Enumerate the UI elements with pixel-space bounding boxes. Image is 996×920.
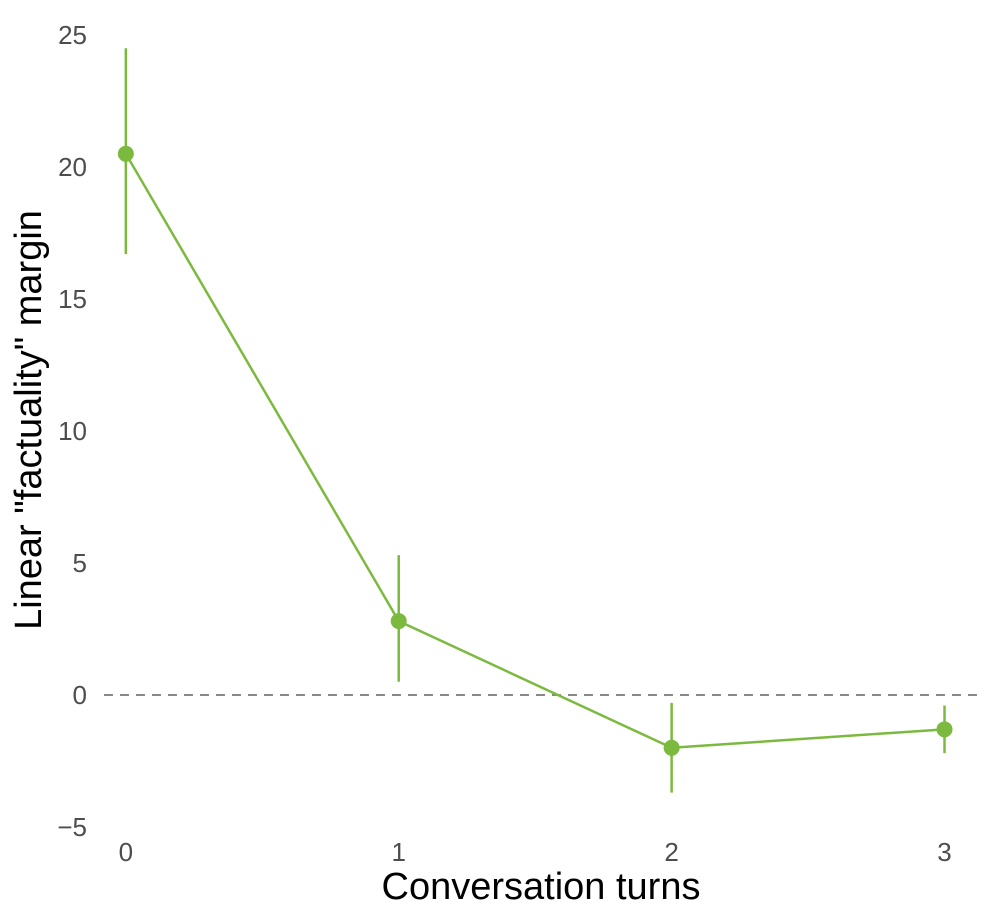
- error-bar-layer: [124, 48, 946, 793]
- y-tick-label: 5: [73, 548, 87, 578]
- data-point: [936, 721, 953, 738]
- y-tick-label: −5: [57, 812, 87, 842]
- x-tick-labels: 0 1 2 3: [119, 837, 952, 867]
- data-point-layer: [117, 145, 953, 756]
- data-point: [663, 739, 680, 756]
- y-tick-label: 25: [58, 20, 87, 50]
- data-point: [117, 145, 134, 162]
- y-tick-label: 10: [58, 416, 87, 446]
- y-tick-label: 20: [58, 152, 87, 182]
- y-axis-title: Linear "factuality" margin: [8, 210, 50, 630]
- y-tick-label: 0: [73, 680, 87, 710]
- y-tick-labels: 25 20 15 10 5 0 −5: [57, 20, 87, 842]
- series-line-layer: [124, 153, 945, 750]
- series-line: [124, 153, 945, 750]
- x-axis-title: Conversation turns: [382, 866, 701, 908]
- data-point: [390, 613, 407, 630]
- x-tick-label: 0: [119, 837, 133, 867]
- x-tick-label: 2: [664, 837, 678, 867]
- y-tick-label: 15: [58, 284, 87, 314]
- x-tick-label: 1: [391, 837, 405, 867]
- x-tick-label: 3: [937, 837, 951, 867]
